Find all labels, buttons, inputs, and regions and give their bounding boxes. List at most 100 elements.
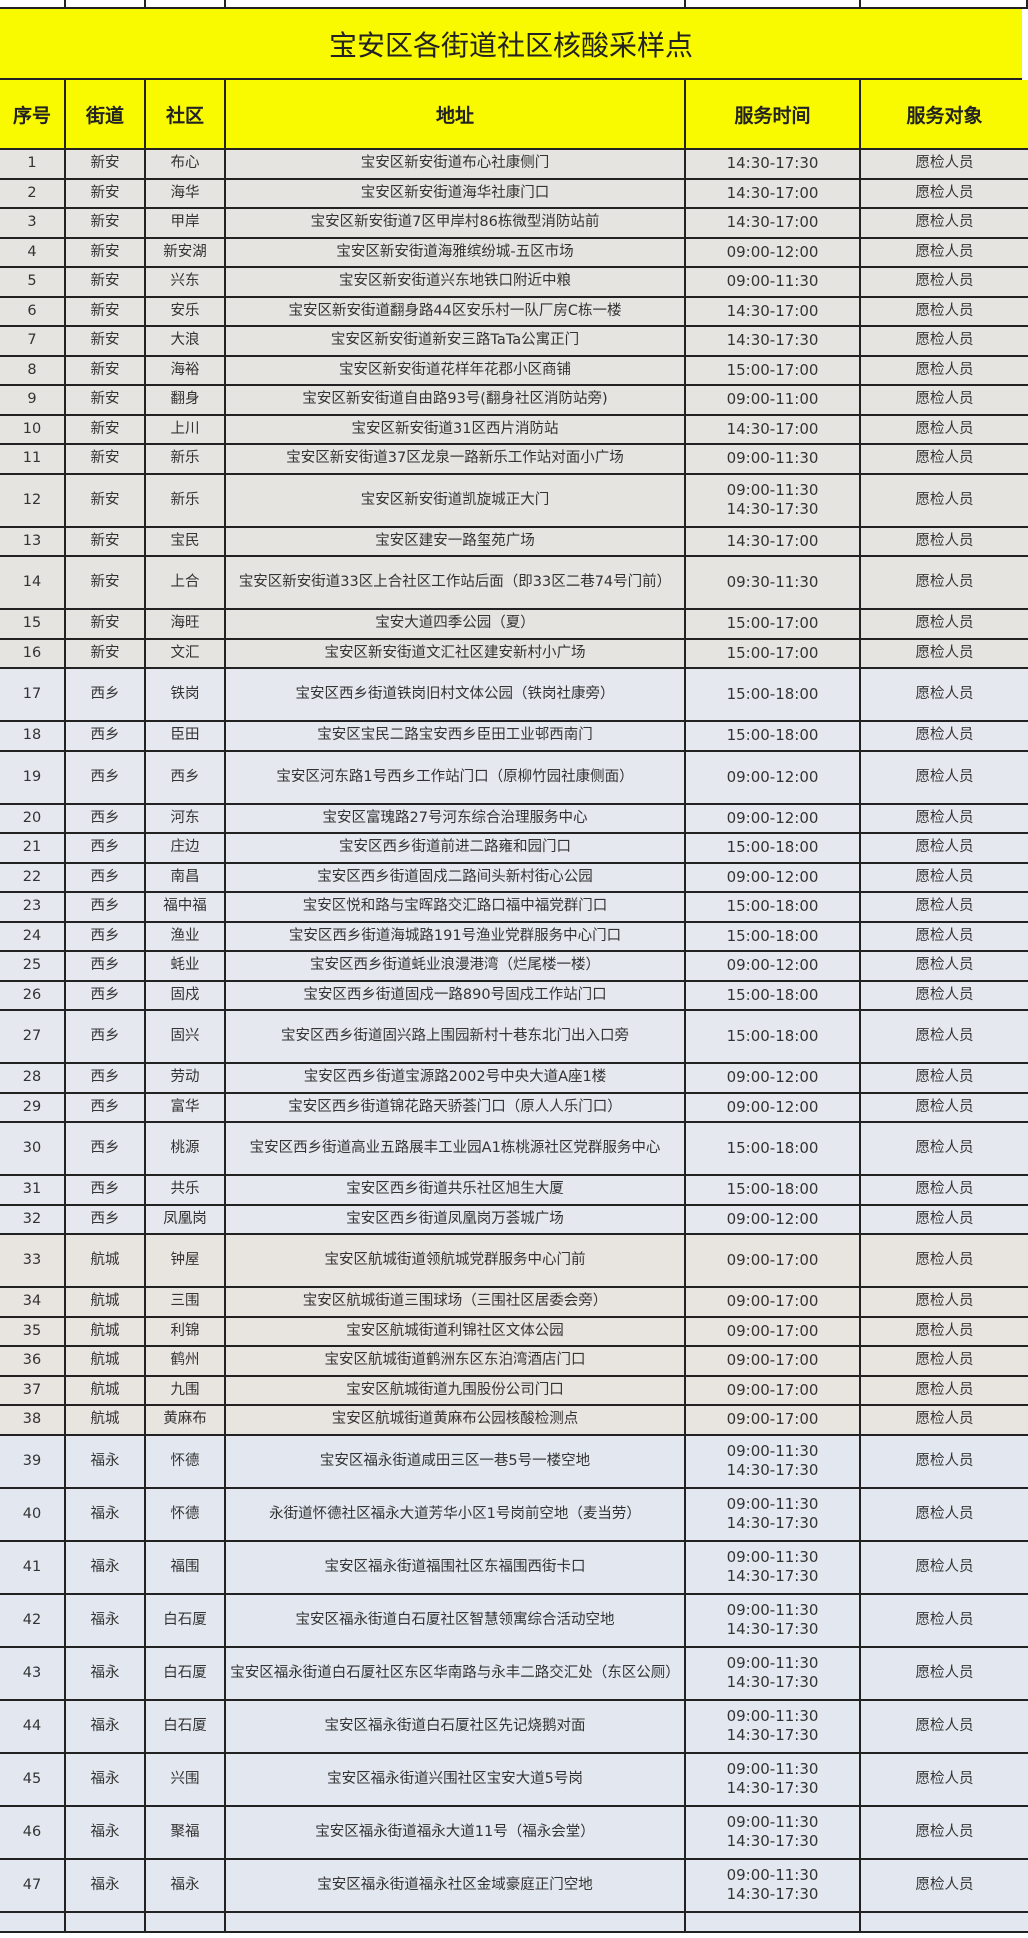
row-community: 安乐 — [146, 297, 226, 325]
time-range: 09:00-11:30 — [726, 1442, 819, 1460]
row-community: 怀德 — [146, 1488, 226, 1540]
time-range: 09:00-11:30 — [726, 481, 819, 499]
row-street: 新安 — [66, 527, 146, 555]
row-no: 43 — [0, 1647, 66, 1699]
table-body: 1 新安 布心 宝安区新安街道布心社康侧门 14:30-17:30 愿检人员 2 新安 海华 宝安… — [0, 150, 1028, 1913]
table-row: 10 新安 上川 宝安区新安街道31区西片消防站 14:30-17:00 愿检人员 — [0, 415, 1028, 445]
row-street: 航城 — [66, 1347, 146, 1375]
row-service-time: 09:00-11:30 14:30-17:30 — [686, 1753, 861, 1805]
row-no: 31 — [0, 1176, 66, 1204]
row-service-time: 09:00-11:30 14:30-17:30 — [686, 1488, 861, 1540]
row-service-target: 愿检人员 — [915, 868, 974, 885]
row-service-target: 愿检人员 — [915, 450, 974, 467]
time-range: 09:00-12:00 — [726, 867, 819, 886]
table-row: 44 福永 白石厦 宝安区福永街道白石厦社区先记烧鹅对面 09:00-11:30 14:3… — [0, 1700, 1028, 1754]
row-service-time: 09:00-11:30 14:30-17:30 — [686, 1859, 861, 1911]
row-service-target: 愿检人员 — [915, 361, 974, 378]
row-street: 新安 — [66, 268, 146, 296]
row-community: 兴围 — [146, 1753, 226, 1805]
row-street: 新安 — [66, 150, 146, 178]
row-service-time: 14:30-17:00 — [686, 297, 861, 325]
row-service-time: 15:00-17:00 — [686, 356, 861, 384]
table-row: 42 福永 白石厦 宝安区福永街道白石厦社区智慧领寓综合活动空地 09:00-11:30… — [0, 1594, 1028, 1648]
row-address: 宝安区新安街道新安三路TaTa公寓正门 — [226, 327, 686, 355]
row-street: 福永 — [66, 1806, 146, 1858]
row-service-time: 09:00-11:30 14:30-17:30 — [686, 1806, 861, 1858]
table-row: 7 新安 大浪 宝安区新安街道新安三路TaTa公寓正门 14:30-17:30 愿检人员 — [0, 327, 1028, 357]
row-service-time: 09:00-12:00 — [686, 1205, 861, 1233]
row-address: 宝安区悦和路与宝晖路交汇路口福中福党群门口 — [226, 893, 686, 921]
row-no: 46 — [0, 1806, 66, 1858]
table-row: 28 西乡 劳动 宝安区西乡街道宝源路2002号中央大道A座1楼 09:00-12:00… — [0, 1064, 1028, 1094]
row-service-target: 愿检人员 — [915, 927, 974, 944]
row-service-time: 14:30-17:00 — [686, 415, 861, 443]
table-row: 26 西乡 固戍 宝安区西乡街道固戍一路890号固戍工作站门口 15:00-18:00 愿… — [0, 981, 1028, 1011]
row-community: 宝民 — [146, 527, 226, 555]
table-row: 27 西乡 固兴 宝安区西乡街道固兴路上围园新村十巷东北门出入口旁 15:00-18:0… — [0, 1011, 1028, 1064]
row-service-target: 愿检人员 — [915, 491, 974, 508]
page-title: 宝安区各街道社区核酸采样点 — [0, 9, 1022, 80]
row-address: 宝安区新安街道37区龙泉一路新乐工作站对面小广场 — [226, 445, 686, 473]
row-no: 41 — [0, 1541, 66, 1593]
row-service-time: 15:00-18:00 — [686, 893, 861, 921]
row-street: 西乡 — [66, 722, 146, 750]
row-community: 臣田 — [146, 722, 226, 750]
time-range: 09:00-11:30 — [726, 1495, 819, 1513]
row-address: 宝安区新安街道兴东地铁口附近中粮 — [226, 268, 686, 296]
row-service-target: 愿检人员 — [915, 1352, 974, 1369]
row-service-target: 愿检人员 — [915, 1069, 974, 1086]
row-street: 福永 — [66, 1753, 146, 1805]
row-service-time: 15:00-17:00 — [686, 639, 861, 667]
row-service-time: 09:00-17:00 — [686, 1406, 861, 1434]
row-service-time: 15:00-18:00 — [686, 1176, 861, 1204]
row-service-time: 09:00-17:00 — [686, 1317, 861, 1345]
table-row: 47 福永 福永 宝安区福永街道福永社区金域豪庭正门空地 09:00-11:30 14:3… — [0, 1859, 1028, 1913]
time-range: 09:00-12:00 — [726, 242, 819, 261]
row-address: 宝安区西乡街道宝源路2002号中央大道A座1楼 — [226, 1064, 686, 1092]
row-address: 宝安区航城街道鹤洲东区东泊湾酒店门口 — [226, 1347, 686, 1375]
row-no: 23 — [0, 893, 66, 921]
row-address: 宝安区航城街道黄麻布公园核酸检测点 — [226, 1406, 686, 1434]
time-range: 14:30-17:30 — [726, 1620, 819, 1638]
row-community: 河东 — [146, 804, 226, 832]
row-street: 西乡 — [66, 751, 146, 803]
table-row: 5 新安 兴东 宝安区新安街道兴东地铁口附近中粮 09:00-11:30 愿检人员 — [0, 268, 1028, 298]
time-range: 14:30-17:30 — [726, 1461, 819, 1479]
time-range: 14:30-17:30 — [726, 1832, 819, 1850]
row-street: 新安 — [66, 386, 146, 414]
row-street: 西乡 — [66, 952, 146, 980]
time-range: 09:00-11:30 — [726, 272, 819, 291]
row-no: 32 — [0, 1205, 66, 1233]
row-service-target: 愿检人员 — [915, 155, 974, 172]
row-no: 1 — [0, 150, 66, 178]
row-service-target: 愿检人员 — [915, 332, 974, 349]
table-row: 14 新安 上合 宝安区新安街道33区上合社区工作站后面（即33区二巷74号门前） 09… — [0, 557, 1028, 610]
row-street: 西乡 — [66, 834, 146, 862]
row-community: 甲岸 — [146, 209, 226, 237]
table-row: 4 新安 新安湖 宝安区新安街道海雅缤纷城-五区市场 09:00-12:00 愿检人员 — [0, 238, 1028, 268]
time-range: 15:00-18:00 — [726, 897, 819, 916]
row-address: 宝安区宝民二路宝安西乡臣田工业邨西南门 — [226, 722, 686, 750]
row-no: 14 — [0, 557, 66, 608]
row-address: 宝安区福永街道白石厦社区先记烧鹅对面 — [226, 1700, 686, 1752]
header-no: 序号 — [0, 80, 66, 148]
row-service-time: 14:30-17:00 — [686, 179, 861, 207]
time-range: 14:30-17:00 — [726, 183, 819, 202]
row-address: 宝安区福永街道福永大道11号（福永会堂） — [226, 1806, 686, 1858]
row-street: 新安 — [66, 356, 146, 384]
table-row: 12 新安 新乐 宝安区新安街道凯旋城正大门 09:00-11:30 14:30-17:3… — [0, 474, 1028, 528]
row-no: 20 — [0, 804, 66, 832]
row-street: 新安 — [66, 327, 146, 355]
time-range: 09:00-11:00 — [726, 390, 819, 409]
row-address: 宝安区新安街道自由路93号(翻身社区消防站旁) — [226, 386, 686, 414]
table-row: 30 西乡 桃源 宝安区西乡街道高业五路展丰工业园A1栋桃源社区党群服务中心 15:00… — [0, 1123, 1028, 1176]
row-service-target: 愿检人员 — [915, 1181, 974, 1198]
table-row: 20 西乡 河东 宝安区富瑰路27号河东综合治理服务中心 09:00-12:00 愿检人员 — [0, 804, 1028, 834]
table-row: 32 西乡 凤凰岗 宝安区西乡街道凤凰岗万荟城广场 09:00-12:00 愿检人员 — [0, 1205, 1028, 1235]
table-row: 43 福永 白石厦 宝安区福永街道白石厦社区东区华南路与永丰二路交汇处（东区公厕） 09… — [0, 1647, 1028, 1701]
table-row: 22 西乡 南昌 宝安区西乡街道固戍二路间头新村街心公园 09:00-12:00 愿检人员 — [0, 863, 1028, 893]
row-no: 25 — [0, 952, 66, 980]
row-community: 西乡 — [146, 751, 226, 803]
row-service-target: 愿检人员 — [915, 727, 974, 744]
time-range: 09:00-11:30 — [726, 1813, 819, 1831]
